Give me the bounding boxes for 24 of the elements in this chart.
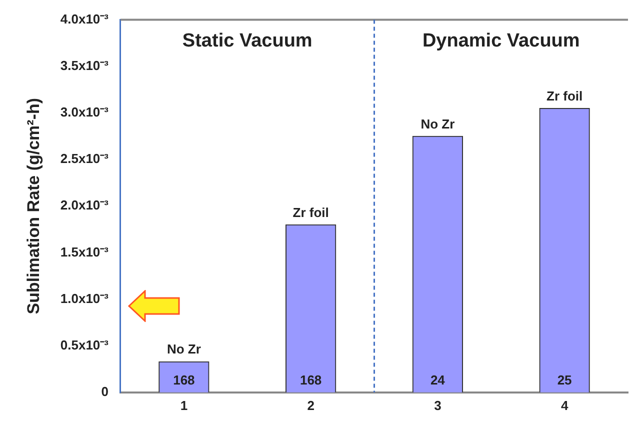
x-tick-label: 1 bbox=[180, 398, 188, 413]
y-tick-label: 3.5x10⁻³ bbox=[60, 58, 110, 73]
x-tick-label: 2 bbox=[307, 398, 314, 413]
annotation: 25 bbox=[557, 372, 572, 388]
x-tick-label: 3 bbox=[434, 398, 442, 413]
y-tick-label: 0.5x10⁻³ bbox=[60, 337, 110, 352]
y-tick-label: 0 bbox=[101, 384, 108, 399]
annotation: Zr foil bbox=[292, 204, 329, 220]
annotation: Static Vacuum bbox=[182, 30, 312, 52]
y-tick-label: 4.0x10⁻³ bbox=[60, 11, 110, 26]
y-tick-label: 1.0x10⁻³ bbox=[60, 290, 110, 306]
y-tick-label: 2.0x10⁻³ bbox=[60, 198, 110, 213]
y-axis-title: Sublimation Rate (g/cm²-h) bbox=[24, 98, 43, 314]
annotation: No Zr bbox=[420, 116, 455, 132]
annotation: 24 bbox=[430, 372, 446, 388]
y-tick-label: 3.0x10⁻³ bbox=[60, 104, 110, 120]
annotation: No Zr bbox=[166, 342, 201, 357]
annotation: 168 bbox=[173, 372, 195, 388]
annotation: Dynamic Vacuum bbox=[422, 30, 580, 52]
x-tick-label: 4 bbox=[560, 398, 569, 413]
y-tick-label: 1.5x10⁻³ bbox=[60, 244, 110, 260]
annotation: Zr foil bbox=[546, 88, 583, 104]
annotation: 168 bbox=[300, 372, 322, 388]
y-tick-label: 2.5x10⁻³ bbox=[60, 151, 110, 166]
